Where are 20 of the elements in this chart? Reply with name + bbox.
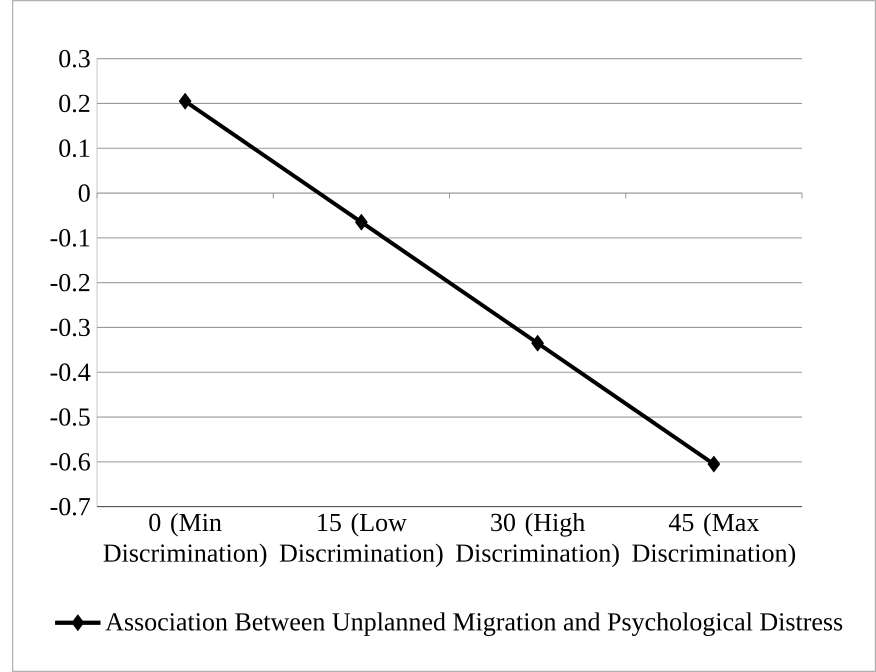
point <box>355 214 368 231</box>
y-tick-label: -0.7 <box>50 498 90 516</box>
point <box>531 334 544 352</box>
point <box>708 456 720 472</box>
x-tick-label: 15 (Low Discrimination) <box>280 512 443 568</box>
y-tick-label: -0.5 <box>50 408 90 426</box>
y-tick-label: 0 <box>78 184 90 202</box>
x-tick-label: 0 (Min Discrimination) <box>104 512 266 568</box>
y-tick-label: -0.2 <box>50 274 90 292</box>
x-tick-label: 45 (Max Discrimination) <box>632 512 796 568</box>
point <box>178 92 192 110</box>
y-tick-label: 0.2 <box>59 94 90 112</box>
y-tick-label: -0.6 <box>50 453 90 471</box>
legend-label: Association Between Unplanned Migration and Psychological Distress <box>105 612 842 636</box>
y-tick-label: 0.3 <box>59 50 90 68</box>
y-tick-label: -0.4 <box>50 363 90 382</box>
y-tick-label: -0.3 <box>50 318 90 336</box>
x-tick-label: 30 (High Discrimination) <box>456 512 619 568</box>
y-tick-label: 0.1 <box>59 139 90 158</box>
y-tick-label: -0.1 <box>50 229 90 247</box>
